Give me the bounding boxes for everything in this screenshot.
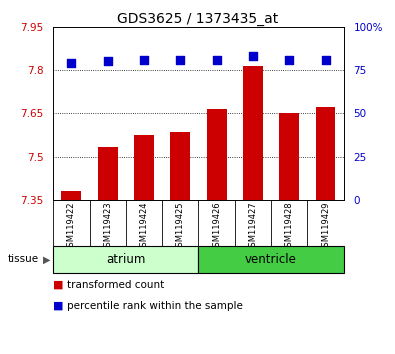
Text: ventricle: ventricle: [245, 253, 297, 266]
Text: ■: ■: [53, 280, 64, 290]
Point: [141, 57, 147, 62]
Bar: [207, 109, 227, 200]
Text: tissue: tissue: [8, 254, 39, 264]
Text: percentile rank within the sample: percentile rank within the sample: [67, 301, 243, 311]
Bar: [134, 135, 154, 200]
Text: ■: ■: [53, 301, 64, 311]
Bar: [170, 132, 190, 200]
Bar: [53, 246, 199, 273]
Text: GSM119428: GSM119428: [285, 201, 294, 252]
Point: [286, 57, 292, 62]
Text: GSM119423: GSM119423: [103, 201, 112, 252]
Point: [68, 60, 75, 66]
Text: GDS3625 / 1373435_at: GDS3625 / 1373435_at: [117, 12, 278, 27]
Text: transformed count: transformed count: [67, 280, 164, 290]
Bar: [279, 113, 299, 200]
Text: GSM119429: GSM119429: [321, 201, 330, 252]
Text: GSM119425: GSM119425: [176, 201, 185, 252]
Bar: [243, 65, 263, 200]
Text: GSM119424: GSM119424: [139, 201, 149, 252]
Bar: [98, 147, 118, 200]
Point: [213, 57, 220, 62]
Text: GSM119426: GSM119426: [212, 201, 221, 252]
Text: ▶: ▶: [43, 254, 51, 264]
Point: [177, 57, 184, 62]
Text: GSM119427: GSM119427: [248, 201, 258, 252]
Bar: [199, 246, 344, 273]
Text: atrium: atrium: [106, 253, 146, 266]
Point: [322, 57, 329, 62]
Point: [105, 58, 111, 64]
Bar: [316, 108, 335, 200]
Point: [250, 53, 256, 59]
Bar: [62, 192, 81, 200]
Text: GSM119422: GSM119422: [67, 201, 76, 252]
